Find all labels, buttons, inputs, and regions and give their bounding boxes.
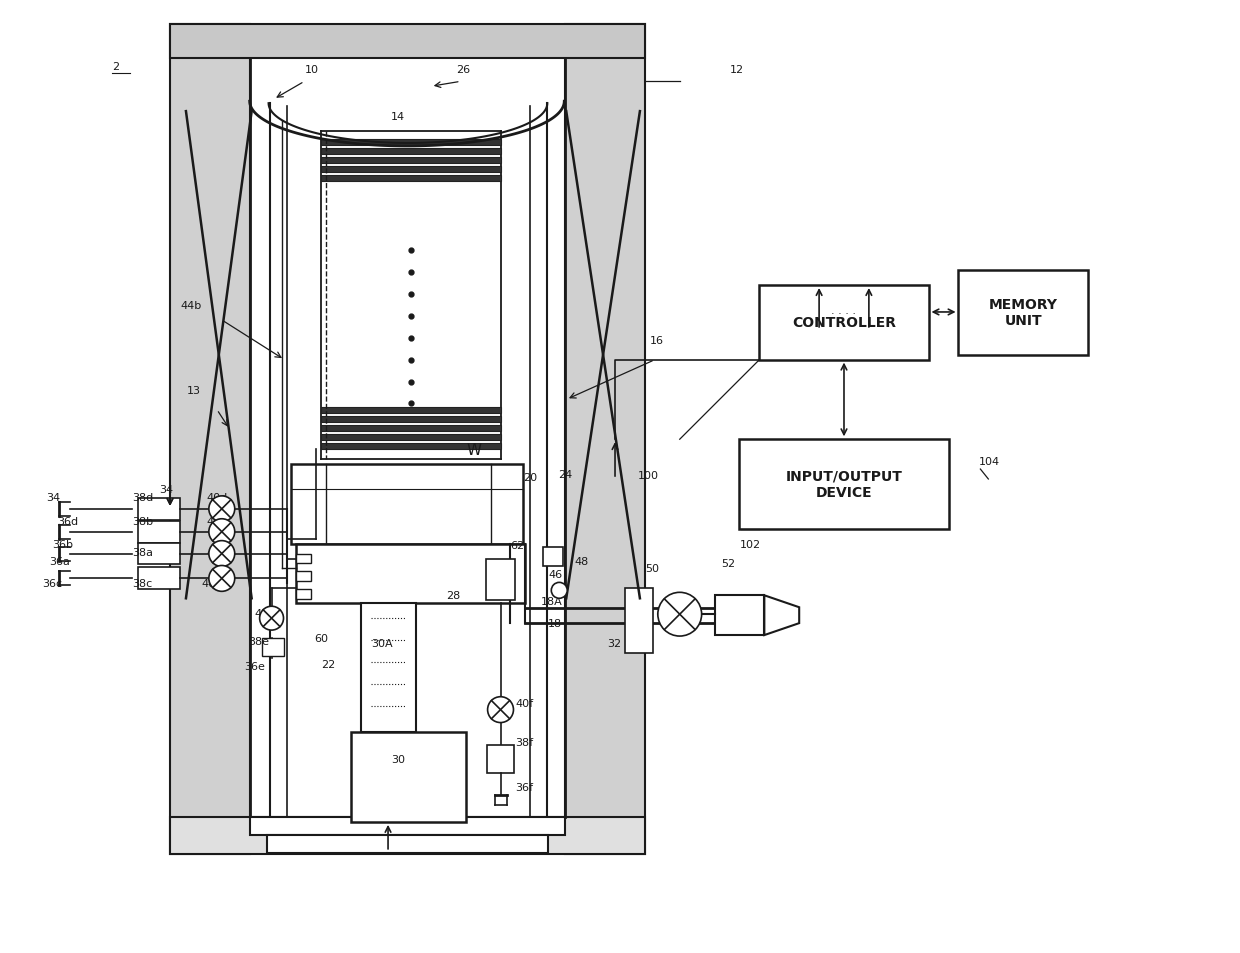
Bar xyxy=(739,439,949,529)
Bar xyxy=(249,817,565,835)
Text: 102: 102 xyxy=(739,539,760,549)
Text: . . . .: . . . . xyxy=(832,306,857,315)
Text: 40b: 40b xyxy=(207,517,228,526)
Circle shape xyxy=(208,566,234,592)
Text: 36d: 36d xyxy=(57,517,78,526)
Text: 40f: 40f xyxy=(516,698,533,708)
Text: 40a: 40a xyxy=(207,547,228,557)
Text: CONTROLLER: CONTROLLER xyxy=(792,315,897,330)
Text: 20: 20 xyxy=(523,473,538,482)
Bar xyxy=(321,426,501,432)
Text: 100: 100 xyxy=(637,471,658,480)
Text: 12: 12 xyxy=(729,66,744,75)
Text: 14: 14 xyxy=(391,112,405,122)
Text: 38e: 38e xyxy=(249,637,269,646)
Text: 32: 32 xyxy=(608,639,621,648)
Bar xyxy=(321,175,501,181)
Bar xyxy=(267,835,548,853)
Text: 50: 50 xyxy=(645,564,658,574)
Text: 40d: 40d xyxy=(207,493,228,502)
Bar xyxy=(321,149,501,154)
Circle shape xyxy=(208,497,234,522)
Bar xyxy=(291,464,523,544)
Bar xyxy=(296,544,526,603)
Text: 44b: 44b xyxy=(180,301,201,311)
Text: 38c: 38c xyxy=(133,578,153,589)
Text: 24: 24 xyxy=(558,470,573,479)
Text: 36a: 36a xyxy=(50,557,71,567)
Text: 104: 104 xyxy=(978,456,999,467)
Text: 26: 26 xyxy=(456,66,470,75)
Bar xyxy=(759,286,929,360)
Text: 30A: 30A xyxy=(371,639,393,648)
Text: 36b: 36b xyxy=(52,539,73,549)
Text: MEMORY
UNIT: MEMORY UNIT xyxy=(988,297,1058,328)
Text: 52: 52 xyxy=(722,558,735,569)
Text: INPUT/OUTPUT
DEVICE: INPUT/OUTPUT DEVICE xyxy=(786,470,903,499)
Text: 36e: 36e xyxy=(244,661,264,671)
Bar xyxy=(296,590,311,599)
Text: 62: 62 xyxy=(511,540,525,550)
Bar xyxy=(321,416,501,423)
Text: 30: 30 xyxy=(391,755,405,764)
Text: 28: 28 xyxy=(446,591,460,600)
Text: 40e: 40e xyxy=(254,609,275,618)
Text: 34: 34 xyxy=(47,493,61,502)
Bar xyxy=(170,25,645,59)
Text: 16: 16 xyxy=(650,335,663,345)
Circle shape xyxy=(658,593,702,637)
Bar xyxy=(170,817,645,854)
Text: 18: 18 xyxy=(548,618,563,628)
Bar xyxy=(262,639,284,657)
Text: W: W xyxy=(466,442,481,457)
Bar xyxy=(486,558,516,600)
Bar xyxy=(296,554,311,564)
Bar xyxy=(321,444,501,450)
Bar xyxy=(321,435,501,440)
Bar xyxy=(170,25,249,854)
Text: 38a: 38a xyxy=(133,547,154,557)
Circle shape xyxy=(208,519,234,545)
Text: 13: 13 xyxy=(187,385,201,395)
Bar xyxy=(321,167,501,172)
Circle shape xyxy=(552,583,567,598)
Polygon shape xyxy=(764,596,800,636)
Bar xyxy=(959,271,1087,355)
Circle shape xyxy=(208,541,234,567)
Circle shape xyxy=(487,697,513,722)
Text: 60: 60 xyxy=(315,634,329,643)
Bar xyxy=(321,157,501,164)
Bar xyxy=(486,745,515,774)
Bar xyxy=(138,498,180,520)
Text: 34: 34 xyxy=(159,484,174,495)
Bar xyxy=(138,521,180,543)
Bar xyxy=(625,589,652,653)
Text: 22: 22 xyxy=(321,659,336,669)
Text: 38f: 38f xyxy=(516,738,533,748)
Bar xyxy=(565,25,645,854)
Bar xyxy=(138,568,180,590)
Text: 10: 10 xyxy=(305,66,319,75)
Bar xyxy=(296,572,311,581)
Bar xyxy=(351,733,466,822)
Text: 48: 48 xyxy=(574,557,589,567)
Bar xyxy=(714,596,764,636)
Text: 36c: 36c xyxy=(42,578,63,589)
Circle shape xyxy=(259,607,284,631)
Text: 38d: 38d xyxy=(133,493,154,502)
Bar xyxy=(361,603,415,733)
Text: 36f: 36f xyxy=(516,782,533,792)
Text: 38b: 38b xyxy=(133,517,154,526)
Bar xyxy=(321,140,501,146)
Bar xyxy=(138,543,180,565)
Bar xyxy=(321,408,501,414)
Bar xyxy=(543,547,563,567)
Text: 40c: 40c xyxy=(202,578,222,589)
Text: 46: 46 xyxy=(548,570,563,579)
Text: 18A: 18A xyxy=(541,597,562,607)
Text: 2: 2 xyxy=(113,62,119,72)
